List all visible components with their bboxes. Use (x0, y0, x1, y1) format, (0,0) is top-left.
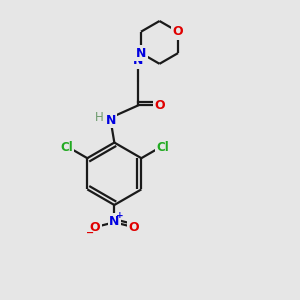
Text: N: N (133, 54, 143, 67)
Text: N: N (109, 215, 119, 228)
Text: H: H (95, 111, 104, 124)
Text: O: O (90, 221, 100, 234)
Text: N: N (136, 46, 146, 60)
Text: O: O (128, 221, 139, 234)
Text: Cl: Cl (60, 141, 73, 154)
Text: N: N (106, 114, 116, 127)
Text: O: O (173, 25, 183, 38)
Text: Cl: Cl (156, 141, 169, 154)
Text: +: + (116, 212, 124, 220)
Text: O: O (154, 99, 165, 112)
Text: −: − (85, 228, 94, 238)
